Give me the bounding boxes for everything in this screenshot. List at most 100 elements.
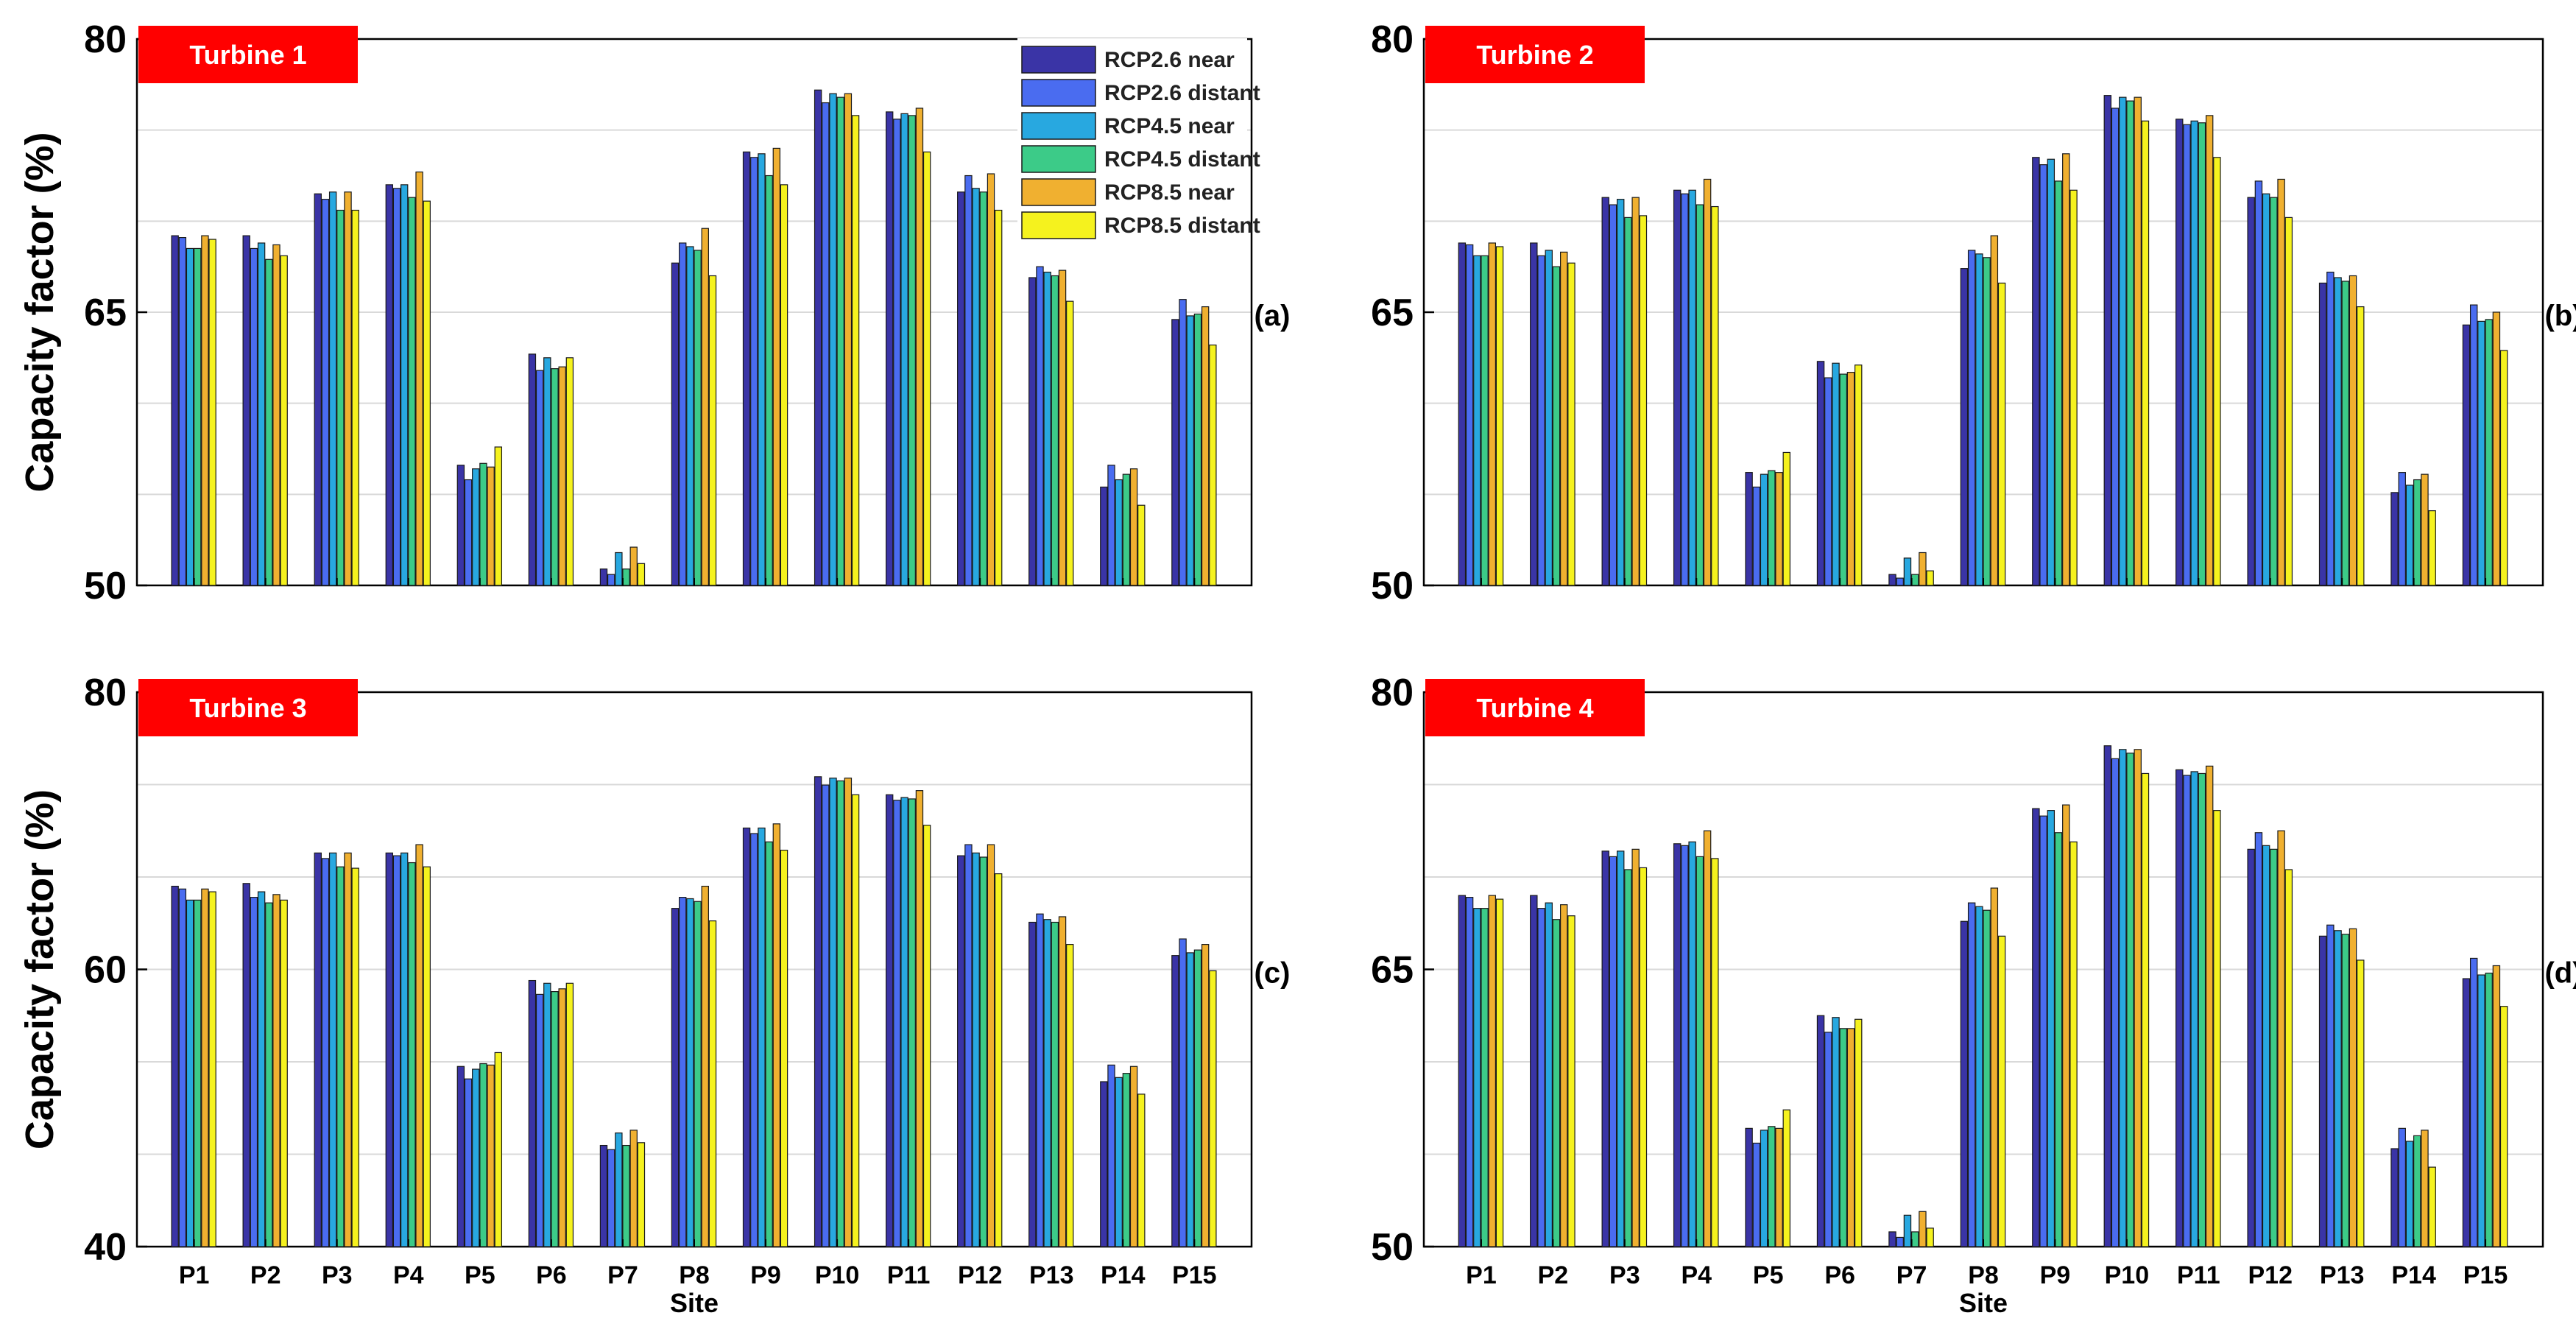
bar (494, 446, 503, 586)
bar (1545, 250, 1553, 586)
bar (893, 800, 901, 1247)
bar (2390, 1148, 2399, 1247)
bar (194, 247, 202, 586)
bar (1846, 372, 1855, 586)
bar (1201, 944, 1210, 1247)
legend-label: RCP4.5 near (1104, 114, 1235, 138)
bar (972, 188, 980, 586)
bar (694, 250, 702, 586)
bar (265, 258, 273, 586)
bar (1495, 898, 1504, 1247)
x-tick-label: P5 (1753, 1261, 1784, 1289)
bar (2499, 1006, 2508, 1247)
bar (242, 235, 250, 586)
chart-title: Turbine 3 (189, 693, 306, 723)
bar (765, 175, 773, 586)
bar (178, 236, 187, 586)
bar (2213, 810, 2221, 1247)
bar (1051, 275, 1059, 586)
bar (2492, 965, 2501, 1247)
bar (201, 888, 209, 1247)
x-tick-label: P2 (250, 1261, 281, 1289)
bar (1043, 271, 1051, 586)
y-tick-label: 60 (84, 949, 127, 992)
bar (2111, 758, 2120, 1247)
bar (679, 897, 687, 1247)
bar (2039, 164, 2047, 586)
legend-label: RCP2.6 near (1104, 48, 1235, 72)
bar (708, 920, 717, 1247)
bar (1997, 935, 2006, 1247)
bar (972, 852, 980, 1247)
x-tick-label: P1 (179, 1261, 210, 1289)
bar (1122, 473, 1131, 586)
bar (2462, 978, 2471, 1247)
bar (2134, 749, 2142, 1247)
bar (2054, 832, 2063, 1247)
bar (2141, 120, 2150, 586)
bar (2390, 492, 2399, 586)
bar (2349, 928, 2357, 1247)
bar (1975, 253, 1983, 586)
bar (392, 855, 401, 1247)
bar (1745, 472, 1753, 586)
bar (2270, 197, 2278, 586)
bar (1960, 268, 1969, 586)
bar (2126, 100, 2134, 586)
bar (1760, 1130, 1768, 1247)
bar (1066, 300, 1074, 586)
bar (671, 908, 680, 1247)
bar (535, 993, 544, 1247)
bar (1616, 199, 1625, 586)
bar (344, 191, 352, 586)
bar (765, 841, 773, 1247)
bar (772, 823, 781, 1247)
bar (1711, 205, 1719, 586)
bar (1832, 1017, 1840, 1247)
bar (679, 242, 687, 586)
title-badge (138, 26, 358, 83)
bar (1639, 867, 1648, 1247)
bar (615, 1133, 623, 1247)
bar (208, 239, 216, 586)
bar (2341, 281, 2350, 586)
bar (1673, 189, 1682, 586)
bar (742, 827, 751, 1247)
bar (2398, 472, 2406, 586)
x-tick-label: P12 (958, 1261, 1003, 1289)
bar (2326, 271, 2335, 586)
bar (201, 235, 209, 586)
bar (257, 891, 266, 1247)
bar (551, 368, 559, 586)
bar (957, 191, 965, 586)
x-tick-label: P14 (2391, 1261, 2436, 1289)
y-tick-label: 65 (1371, 949, 1414, 992)
x-tick-label: P15 (2463, 1261, 2508, 1289)
bar (758, 827, 766, 1247)
bar (2357, 306, 2365, 586)
x-tick-label: P15 (1172, 1261, 1217, 1289)
bar (2176, 769, 2184, 1247)
x-tick-label: P6 (536, 1261, 567, 1289)
bar (1473, 255, 1481, 586)
bar (186, 247, 194, 586)
bar (1775, 472, 1783, 586)
bar (1768, 470, 1776, 586)
bar (922, 151, 931, 586)
bar (922, 825, 931, 1247)
legend-label: RCP2.6 distant (1104, 81, 1260, 105)
bar (1782, 451, 1790, 586)
bar (1896, 1236, 1904, 1247)
bar (1530, 242, 1538, 586)
bar (671, 262, 680, 586)
bar (1703, 178, 1712, 586)
bar (900, 797, 908, 1247)
legend-swatch (1021, 145, 1096, 173)
bar (1193, 949, 1202, 1247)
bar (487, 1064, 495, 1247)
x-tick-label: P11 (887, 1261, 931, 1289)
bar (1609, 204, 1617, 586)
bar (1537, 255, 1545, 586)
bar (2284, 869, 2293, 1247)
legend-swatch (1021, 178, 1096, 206)
